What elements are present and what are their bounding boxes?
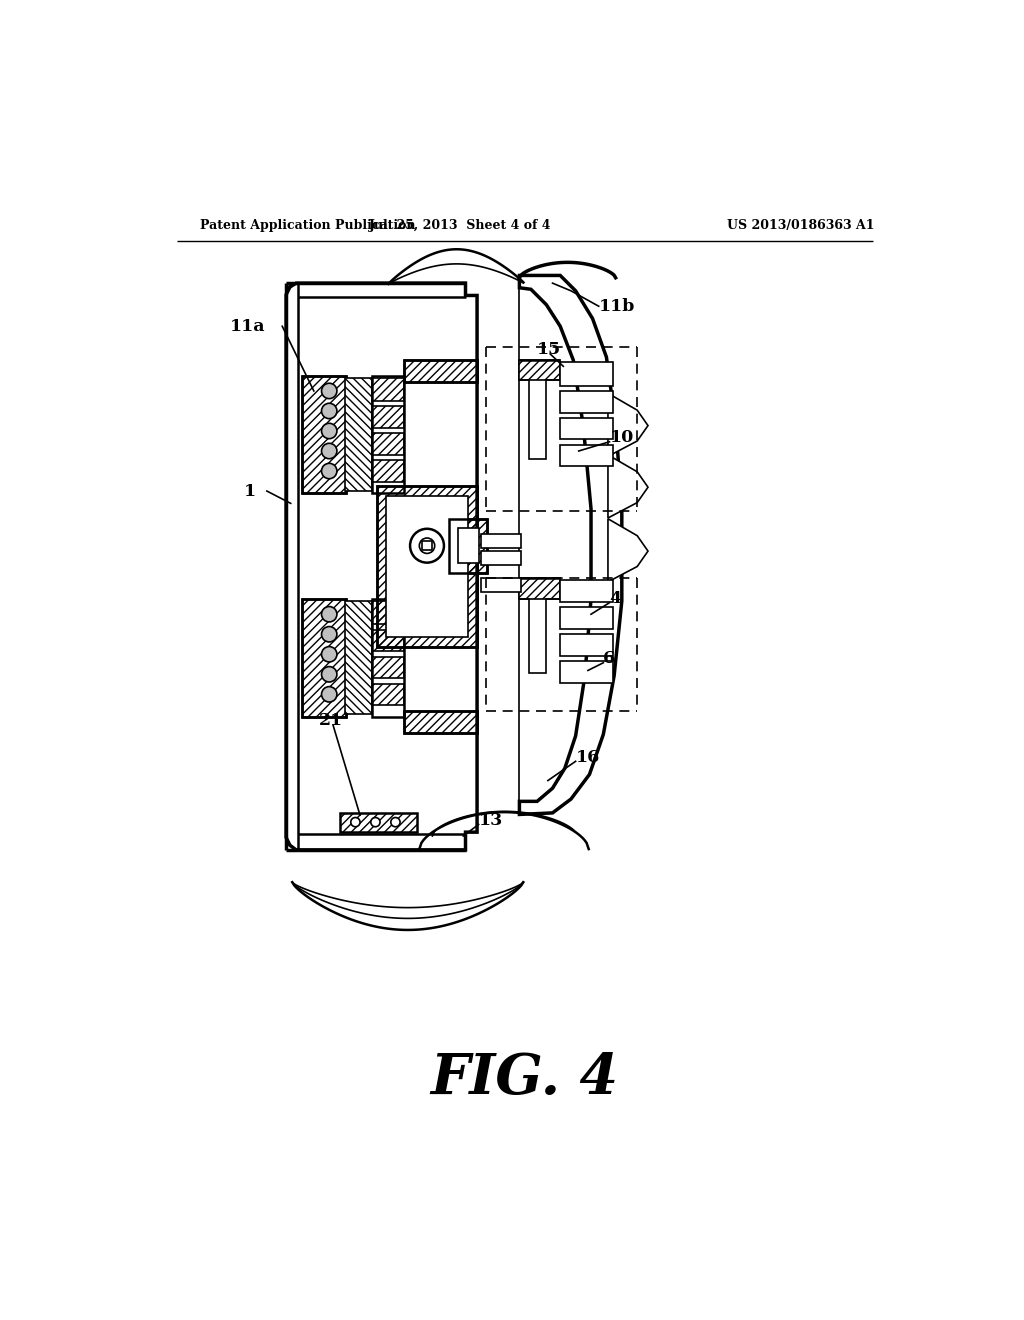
Circle shape xyxy=(322,607,337,622)
Bar xyxy=(560,581,612,602)
Bar xyxy=(481,578,521,591)
Bar xyxy=(560,418,612,440)
Bar xyxy=(345,601,372,714)
Bar xyxy=(560,661,612,682)
Bar xyxy=(345,378,372,491)
Bar xyxy=(345,601,372,714)
Text: Patent Application Publication: Patent Application Publication xyxy=(200,219,416,232)
Bar xyxy=(377,486,477,647)
Circle shape xyxy=(322,667,337,682)
Bar xyxy=(560,391,612,412)
Text: FIG. 4: FIG. 4 xyxy=(431,1051,618,1106)
Bar xyxy=(403,360,477,381)
Bar xyxy=(386,496,468,638)
Bar xyxy=(449,519,487,573)
Polygon shape xyxy=(286,284,477,850)
Bar xyxy=(372,601,403,624)
Bar xyxy=(372,461,403,482)
Polygon shape xyxy=(608,393,648,457)
Bar xyxy=(372,433,403,455)
Bar xyxy=(301,376,346,494)
Text: 10: 10 xyxy=(609,429,634,446)
Bar xyxy=(345,378,372,491)
Bar xyxy=(301,599,346,717)
Circle shape xyxy=(322,686,337,702)
Text: 1: 1 xyxy=(244,483,256,499)
Text: 15: 15 xyxy=(538,341,561,358)
Bar xyxy=(372,378,403,401)
Circle shape xyxy=(410,529,444,562)
Circle shape xyxy=(322,647,337,663)
Bar xyxy=(403,360,477,381)
Bar xyxy=(458,528,479,564)
Bar xyxy=(301,599,346,717)
Bar xyxy=(340,813,417,832)
Text: 4: 4 xyxy=(609,590,622,607)
Bar xyxy=(519,360,560,380)
Bar xyxy=(372,407,403,428)
Text: US 2013/0186363 A1: US 2013/0186363 A1 xyxy=(727,219,874,232)
Bar xyxy=(372,656,403,678)
Circle shape xyxy=(322,383,337,399)
Bar xyxy=(422,541,432,550)
Bar xyxy=(372,684,403,705)
Bar xyxy=(298,284,466,297)
Bar xyxy=(560,635,612,656)
Text: 11b: 11b xyxy=(599,298,635,314)
Bar xyxy=(481,552,521,565)
Bar xyxy=(560,445,612,466)
Bar xyxy=(403,711,477,733)
Bar xyxy=(449,519,487,573)
Text: 21: 21 xyxy=(319,711,343,729)
Polygon shape xyxy=(519,276,622,814)
Text: 11a: 11a xyxy=(229,318,265,335)
Circle shape xyxy=(371,817,380,826)
Bar xyxy=(560,607,612,628)
Polygon shape xyxy=(608,519,648,582)
Bar xyxy=(298,834,466,850)
Bar xyxy=(372,599,403,717)
Polygon shape xyxy=(519,360,560,459)
Text: 13: 13 xyxy=(478,812,503,829)
Bar xyxy=(372,376,403,494)
Circle shape xyxy=(391,817,400,826)
Polygon shape xyxy=(608,455,648,517)
Bar xyxy=(301,376,346,494)
Circle shape xyxy=(322,627,337,642)
Text: 6: 6 xyxy=(603,651,615,668)
Bar xyxy=(519,578,560,599)
Circle shape xyxy=(351,817,360,826)
Text: 16: 16 xyxy=(575,748,600,766)
Bar xyxy=(377,486,477,647)
Bar xyxy=(560,363,612,385)
Text: Jul. 25, 2013  Sheet 4 of 4: Jul. 25, 2013 Sheet 4 of 4 xyxy=(369,219,551,232)
Circle shape xyxy=(322,404,337,418)
Circle shape xyxy=(322,424,337,438)
Bar xyxy=(340,813,417,832)
Polygon shape xyxy=(519,578,560,673)
Bar xyxy=(481,535,521,548)
Circle shape xyxy=(322,463,337,479)
Bar xyxy=(403,711,477,733)
Bar xyxy=(286,284,298,850)
Bar xyxy=(372,630,403,651)
Circle shape xyxy=(419,539,435,553)
Circle shape xyxy=(322,444,337,459)
